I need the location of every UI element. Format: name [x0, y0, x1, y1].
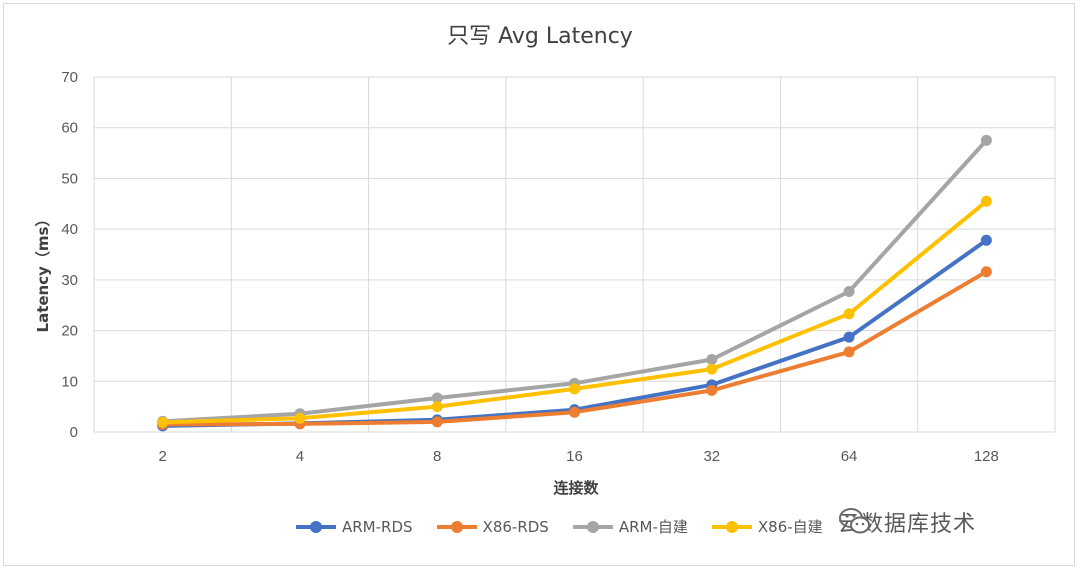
- data-point: [843, 286, 855, 298]
- legend-swatch: [296, 517, 336, 537]
- legend-item: X86-RDS: [436, 517, 549, 537]
- y-tick-label: 50: [61, 170, 78, 187]
- x-tick-label: 32: [703, 448, 720, 465]
- y-tick-label: 70: [61, 69, 78, 86]
- data-point: [569, 383, 580, 395]
- y-tick-label: 60: [61, 120, 78, 137]
- x-tick-label: 16: [566, 448, 583, 465]
- data-point: [431, 416, 443, 428]
- x-tick-labels: 2 4 8 16 32 64 128: [158, 448, 998, 465]
- legend-label: X86-RDS: [482, 517, 549, 536]
- series-line: [160, 238, 989, 428]
- legend-label: ARM-自建: [618, 518, 688, 536]
- watermark: 云数据库技术: [838, 506, 976, 538]
- data-point: [843, 331, 855, 343]
- series-3: [157, 195, 992, 428]
- legend-label: ARM-RDS: [342, 517, 413, 536]
- data-point: [980, 134, 992, 146]
- y-tick-labels: 0 10 20 30 40 50 60 70: [61, 69, 78, 441]
- data-point: [294, 412, 306, 424]
- chart-legend: ARM-RDS X86-RDS ARM-自建 X86-自建: [296, 516, 847, 537]
- x-tick-label: 4: [296, 448, 304, 465]
- data-point: [706, 353, 718, 365]
- y-axis-title: Latency（ms）: [34, 212, 52, 333]
- data-point: [843, 308, 855, 320]
- data-point: [980, 266, 992, 278]
- legend-item: ARM-自建: [572, 516, 688, 537]
- chart-title: 只写 Avg Latency: [447, 24, 633, 49]
- x-axis-title: 连接数: [553, 479, 599, 497]
- y-tick-label: 20: [61, 323, 78, 340]
- y-tick-label: 30: [61, 272, 78, 289]
- y-tick-label: 10: [61, 373, 78, 390]
- grid-lines: [93, 76, 1056, 433]
- data-point: [431, 401, 443, 413]
- x-tick-label: 8: [433, 448, 441, 465]
- chart-frame: [3, 3, 1075, 566]
- data-point: [843, 346, 855, 358]
- data-point: [980, 195, 992, 207]
- x-tick-label: 64: [841, 448, 858, 465]
- series-lines: [157, 134, 992, 432]
- legend-label: X86-自建: [757, 518, 823, 536]
- wechat-icon: [839, 508, 870, 534]
- series-line: [160, 269, 989, 427]
- legend-swatch: [711, 517, 752, 537]
- data-point: [706, 384, 718, 396]
- x-tick-label: 2: [158, 448, 166, 465]
- data-point: [706, 363, 718, 375]
- data-point: [431, 392, 443, 404]
- data-point: [157, 416, 169, 428]
- legend-item: X86-自建: [711, 516, 823, 537]
- data-point: [980, 234, 992, 246]
- legend-swatch: [572, 517, 613, 537]
- legend-swatch: [436, 517, 477, 537]
- x-tick-label: 128: [974, 448, 999, 465]
- y-tick-label: 0: [70, 424, 78, 441]
- series-0: [157, 234, 992, 432]
- data-point: [569, 406, 580, 418]
- y-tick-label: 40: [61, 221, 78, 238]
- legend-item: ARM-RDS: [296, 517, 413, 537]
